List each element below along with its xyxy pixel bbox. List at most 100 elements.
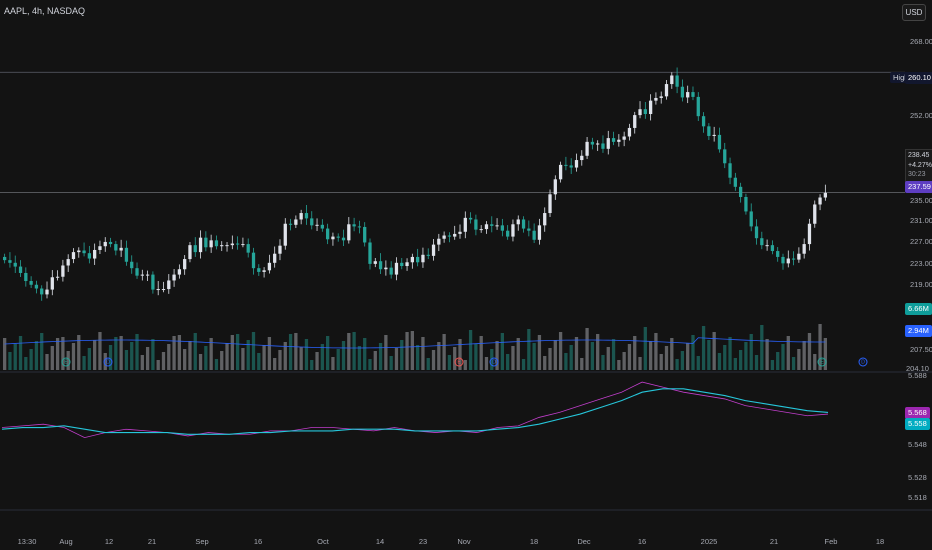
candle-body <box>574 160 579 168</box>
volume-bar <box>267 337 272 370</box>
volume-bar <box>574 337 579 370</box>
candle-body <box>161 289 166 291</box>
candle-body <box>209 240 213 248</box>
price-tick: 268.00 <box>910 37 932 46</box>
time-tick: Dec <box>577 537 591 546</box>
candle-body <box>532 230 536 240</box>
candle-body <box>341 237 346 241</box>
price-tick: 223.00 <box>910 259 932 268</box>
volume-bar <box>114 337 118 370</box>
volume-bar <box>580 358 584 370</box>
candle-body <box>564 164 568 166</box>
volume-bar <box>273 358 277 370</box>
candle-body <box>786 258 790 264</box>
candle-body <box>691 92 695 97</box>
volume-bar <box>617 360 621 370</box>
volume-bar <box>749 334 753 370</box>
volume-bar <box>776 352 780 370</box>
volume-bar <box>606 347 610 370</box>
candle-body <box>675 75 679 87</box>
candle-body <box>659 96 663 98</box>
time-tick: 18 <box>875 537 885 546</box>
time-tick: 23 <box>418 537 428 546</box>
volume-bar <box>760 325 764 370</box>
time-tick: Feb <box>824 537 838 546</box>
volume-bar <box>246 340 250 370</box>
candle-body <box>754 226 759 239</box>
earnings-marker[interactable]: E <box>454 357 464 367</box>
candle-body <box>818 197 822 205</box>
candle-body <box>108 241 113 245</box>
candle-body <box>437 238 441 245</box>
volume-bar <box>601 355 605 370</box>
volume-bar <box>368 359 372 370</box>
candle-body <box>130 261 134 269</box>
volume-bar <box>680 351 685 370</box>
volume-bar <box>558 332 563 370</box>
indicator-tick: 5.518 <box>908 493 927 502</box>
time-tick: 18 <box>529 537 539 546</box>
candle-body <box>389 267 393 275</box>
candle-body <box>707 126 711 136</box>
candle-body <box>410 256 414 263</box>
volume-bar <box>214 359 219 370</box>
dividend-marker[interactable]: D <box>489 357 499 367</box>
candle-body <box>728 163 732 178</box>
volume-bar <box>627 344 632 370</box>
volume-bar <box>188 341 192 370</box>
candle-body <box>760 238 764 246</box>
volume-bar <box>71 343 76 370</box>
candle-body <box>50 277 54 290</box>
candle-body <box>807 223 812 245</box>
volume-bar <box>638 357 642 370</box>
volume-bar <box>437 342 441 370</box>
volume-bar <box>124 350 129 370</box>
volume-bar <box>167 344 171 370</box>
candle-body <box>521 219 526 229</box>
candle-body <box>82 250 86 254</box>
volume-bar <box>516 338 520 370</box>
dividend-marker[interactable]: D <box>858 357 868 367</box>
candle-body <box>177 269 182 275</box>
earnings-marker[interactable]: E <box>61 357 71 367</box>
volume-bar <box>807 333 812 370</box>
candle-body <box>241 244 245 246</box>
candle-body <box>347 224 351 241</box>
candle-body <box>670 75 674 85</box>
candle-body <box>717 134 722 150</box>
candle-body <box>310 218 314 226</box>
candle-body <box>648 100 653 115</box>
symbol-label: AAPL, 4h, NASDAQ <box>4 6 86 16</box>
time-tick: Aug <box>59 537 73 546</box>
candle-body <box>283 223 287 246</box>
candle-body <box>421 254 425 263</box>
volume-bar <box>596 334 600 370</box>
candle-body <box>24 272 28 282</box>
candle-body <box>696 96 700 117</box>
volume-bar <box>781 344 785 370</box>
volume-bar <box>770 360 775 370</box>
indicator-indicator-line <box>1 381 829 439</box>
volume-bar <box>564 353 568 370</box>
candle-body <box>823 192 827 198</box>
candle-body <box>119 247 123 251</box>
candle-body <box>484 224 489 230</box>
currency-button[interactable]: USD <box>902 4 926 21</box>
volume-bar <box>569 345 573 370</box>
volume-bar <box>288 334 293 370</box>
indicator-tick: 5.588 <box>908 371 927 380</box>
volume-bar <box>278 350 282 370</box>
candle-body <box>251 252 256 269</box>
candle-body <box>622 136 626 140</box>
volume-bar <box>325 336 330 370</box>
dividend-marker[interactable]: D <box>103 357 113 367</box>
candle-body <box>18 266 23 273</box>
candle-body <box>183 259 187 270</box>
volume-bar <box>463 360 467 370</box>
candle-body <box>294 219 298 225</box>
candle-body <box>553 179 557 195</box>
candle-body <box>458 231 462 234</box>
candle-body <box>320 224 324 229</box>
earnings-marker[interactable]: E <box>817 357 827 367</box>
